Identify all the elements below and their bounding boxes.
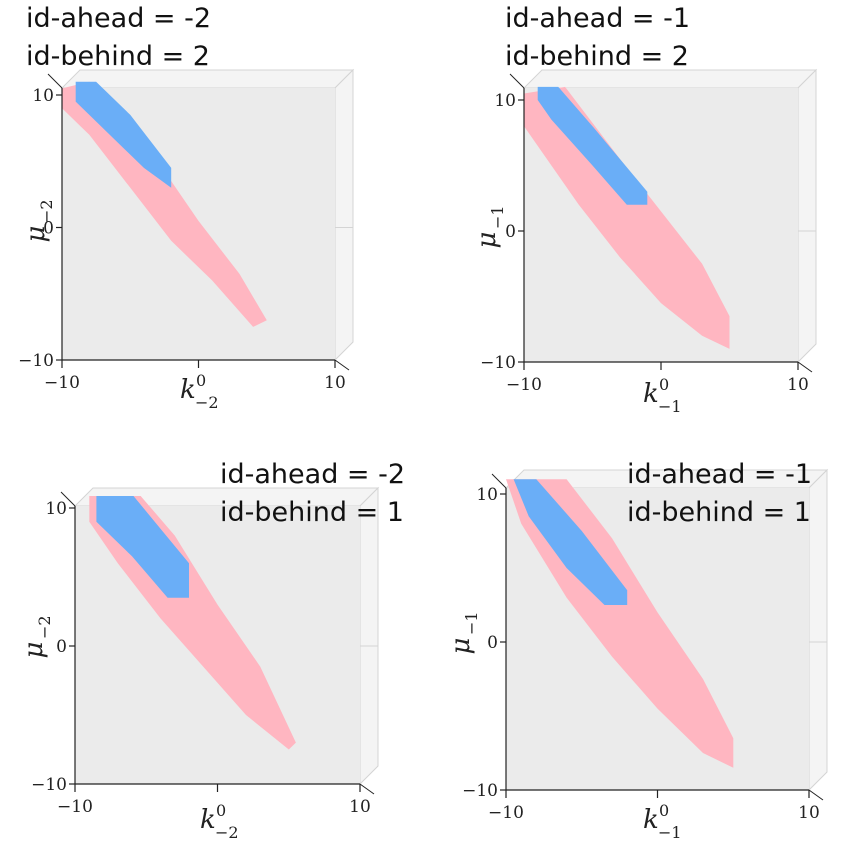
region-blue: [96, 496, 189, 598]
chart-panel-1: −10 10 −10 0 10 k 0 −2 μ −2 id-ahead = -2 id-behi…: [0, 0, 431, 426]
y-label-sub: −2: [37, 199, 56, 223]
x-axis-label: k 0 −2: [200, 801, 239, 842]
caption-line-ahead: id-ahead = -2: [26, 3, 212, 34]
caption-line-behind: id-behind = 1: [220, 497, 404, 528]
perspective-edge: [509, 73, 525, 89]
perspective-edge: [808, 789, 824, 801]
pane-right: [334, 68, 354, 362]
x-label-sub: −1: [658, 823, 682, 842]
perspective-edge: [60, 491, 76, 507]
x-label-sub: −1: [658, 397, 682, 416]
y-axis-label: μ −1: [446, 611, 481, 654]
y-tick-label: −10: [462, 781, 498, 801]
x-tick-label: 10: [349, 797, 371, 817]
x-label-sup: 0: [216, 801, 226, 820]
pane-right: [797, 68, 817, 364]
x-label-main: k: [180, 375, 196, 405]
region-pink: [524, 86, 730, 349]
chart-caption-2: id-ahead = -1 id-behind = 2: [505, 0, 690, 76]
y-label-sub: −2: [35, 615, 54, 639]
chart-panel-2: −10 10 −10 0 10 k 0 −1 μ −1 id-ahead = -1 id-behi…: [431, 0, 862, 426]
caption-line-behind: id-behind = 2: [505, 41, 689, 72]
x-label-main: k: [643, 805, 659, 835]
x-label-sup: 0: [659, 801, 669, 820]
x-tick-label: −10: [506, 375, 542, 395]
x-tick-label: −10: [488, 803, 524, 823]
x-label-main: k: [643, 379, 659, 409]
y-tick-label: 0: [487, 633, 498, 653]
perspective-edge: [797, 361, 813, 373]
y-tick-label: −10: [480, 353, 516, 373]
region-pink: [62, 81, 267, 327]
y-tick-label: 10: [476, 485, 498, 505]
x-tick-label: 10: [798, 803, 820, 823]
x-tick-label: −10: [57, 797, 93, 817]
y-label-sub: −1: [488, 205, 507, 229]
x-label-main: k: [200, 805, 216, 835]
y-label-main: μ: [19, 642, 49, 659]
region-blue: [537, 86, 648, 205]
y-tick-label: 10: [494, 91, 516, 111]
caption-line-behind: id-behind = 1: [627, 497, 811, 528]
chart-panel-3: −10 10 −10 0 10 k 0 −2 μ −2 id-ahead = -2 id-behi…: [0, 426, 431, 853]
caption-line-ahead: id-ahead = -1: [505, 3, 691, 34]
x-label-sub: −2: [215, 823, 239, 842]
y-tick-label: 10: [32, 86, 54, 106]
y-tick-label: 0: [43, 219, 54, 239]
x-axis-label: k 0 −1: [643, 801, 682, 842]
y-axis-label: μ −2: [19, 615, 54, 658]
x-axis-label: k 0 −2: [180, 371, 219, 412]
chart-caption-3: id-ahead = -2 id-behind = 1: [220, 456, 405, 532]
region-blue: [513, 479, 628, 605]
x-label-sup: 0: [196, 371, 206, 390]
x-tick-label: 10: [324, 373, 346, 393]
y-tick-label: −10: [31, 775, 67, 795]
y-label-main: μ: [446, 638, 476, 655]
y-axis-label: μ −1: [472, 205, 507, 248]
chart-caption-4: id-ahead = -1 id-behind = 1: [627, 456, 812, 532]
x-label-sup: 0: [659, 375, 669, 394]
perspective-edge: [359, 783, 375, 795]
y-axis-label: μ −2: [21, 199, 56, 242]
x-axis-label: k 0 −1: [643, 375, 682, 416]
y-tick-label: 0: [505, 222, 516, 242]
y-tick-label: −10: [18, 351, 54, 371]
y-tick-label: 10: [45, 499, 67, 519]
y-label-main: μ: [472, 232, 502, 249]
x-label-sub: −2: [195, 393, 219, 412]
pane-right: [359, 486, 379, 786]
y-tick-label: 0: [56, 637, 67, 657]
caption-line-ahead: id-ahead = -2: [220, 459, 406, 490]
x-tick-label: −10: [44, 373, 80, 393]
chart-caption-1: id-ahead = -2 id-behind = 2: [26, 0, 211, 76]
caption-line-behind: id-behind = 2: [26, 41, 210, 72]
y-label-main: μ: [21, 226, 51, 243]
perspective-edge: [334, 359, 350, 371]
perspective-edge: [47, 73, 63, 89]
y-label-sub: −1: [462, 611, 481, 635]
chart-panel-4: −10 10 −10 0 10 k 0 −1 μ −1 id-ahead = -1 id-behi…: [431, 426, 862, 853]
x-tick-label: 10: [787, 375, 809, 395]
perspective-edge: [491, 473, 507, 489]
region-blue: [75, 81, 172, 188]
caption-line-ahead: id-ahead = -1: [627, 459, 813, 490]
